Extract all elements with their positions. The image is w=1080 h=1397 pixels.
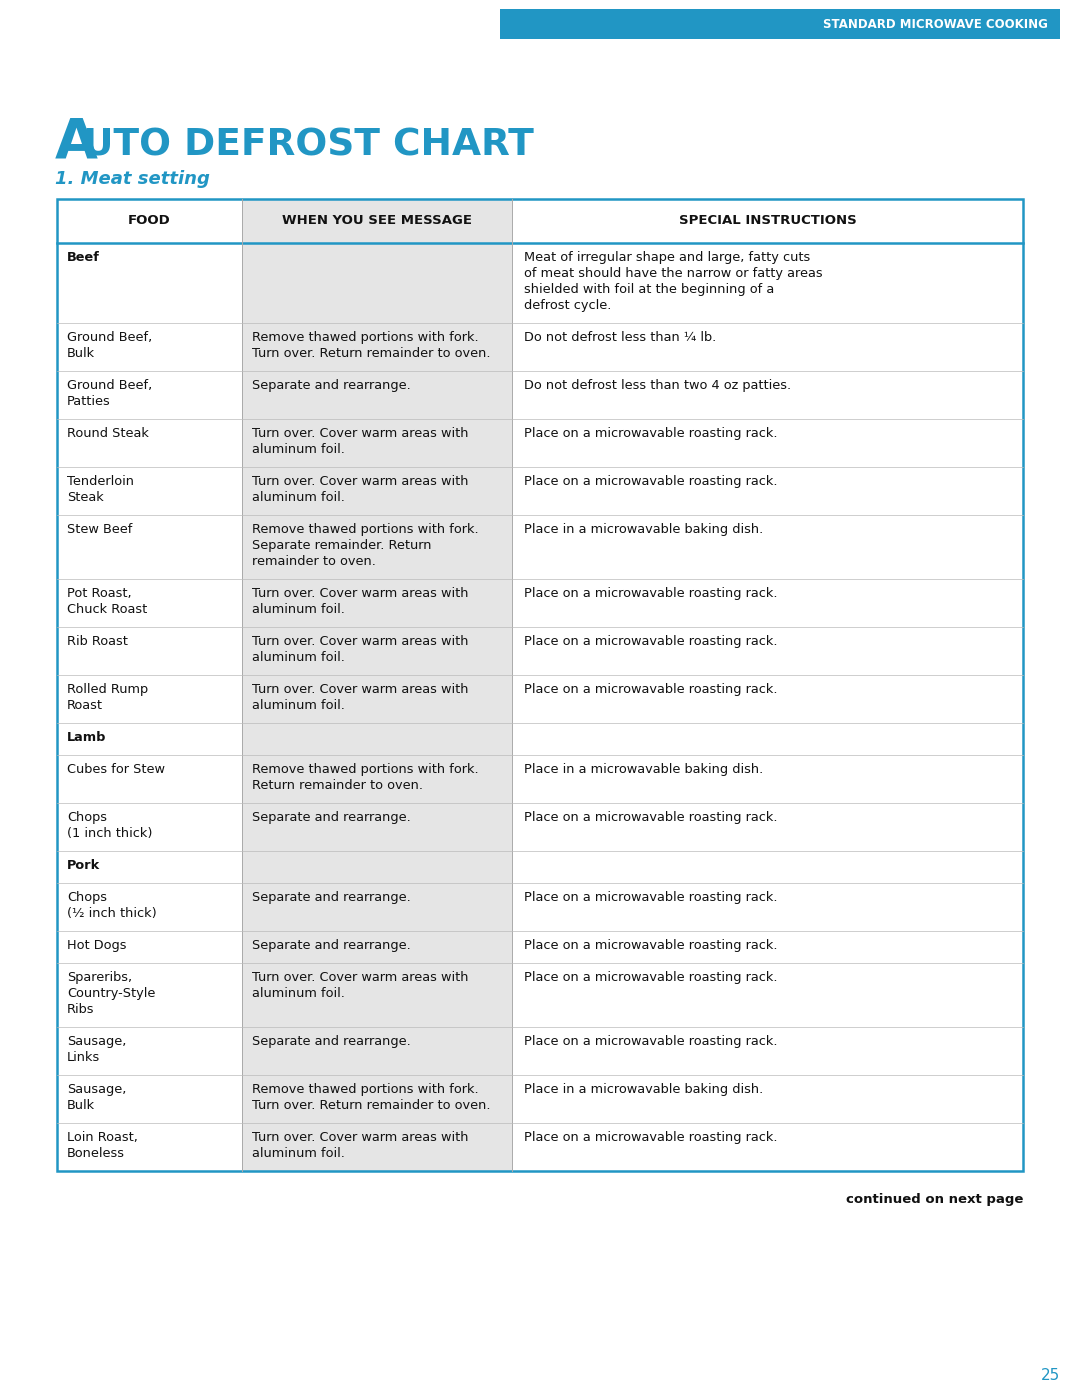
Text: Rolled Rump: Rolled Rump xyxy=(67,683,148,696)
Text: Links: Links xyxy=(67,1051,100,1065)
Text: Boneless: Boneless xyxy=(67,1147,125,1160)
Text: Bulk: Bulk xyxy=(67,1099,95,1112)
Text: WHEN YOU SEE MESSAGE: WHEN YOU SEE MESSAGE xyxy=(282,215,472,228)
Text: Pork: Pork xyxy=(67,859,100,872)
Text: Roast: Roast xyxy=(67,698,103,712)
Text: 1. Meat setting: 1. Meat setting xyxy=(55,170,210,189)
Text: Ribs: Ribs xyxy=(67,1003,95,1016)
Text: Turn over. Cover warm areas with: Turn over. Cover warm areas with xyxy=(252,971,469,983)
Text: Country-Style: Country-Style xyxy=(67,988,156,1000)
Text: Turn over. Cover warm areas with: Turn over. Cover warm areas with xyxy=(252,636,469,648)
Text: Stew Beef: Stew Beef xyxy=(67,522,133,536)
Text: Place on a microwavable roasting rack.: Place on a microwavable roasting rack. xyxy=(524,812,778,824)
Text: Place in a microwavable baking dish.: Place in a microwavable baking dish. xyxy=(524,1083,764,1097)
Text: Beef: Beef xyxy=(67,251,99,264)
Text: Pot Roast,: Pot Roast, xyxy=(67,587,132,599)
Text: Separate and rearrange.: Separate and rearrange. xyxy=(252,891,410,904)
Text: aluminum foil.: aluminum foil. xyxy=(252,604,345,616)
Text: Separate and rearrange.: Separate and rearrange. xyxy=(252,379,410,393)
Text: Sausage,: Sausage, xyxy=(67,1035,126,1048)
Text: Round Steak: Round Steak xyxy=(67,427,149,440)
Text: Do not defrost less than two 4 oz patties.: Do not defrost less than two 4 oz pattie… xyxy=(524,379,792,393)
Text: Chops: Chops xyxy=(67,812,107,824)
Text: Remove thawed portions with fork.: Remove thawed portions with fork. xyxy=(252,1083,478,1097)
Text: Separate remainder. Return: Separate remainder. Return xyxy=(252,539,432,552)
Text: Separate and rearrange.: Separate and rearrange. xyxy=(252,1035,410,1048)
Text: remainder to oven.: remainder to oven. xyxy=(252,555,376,569)
Text: Place on a microwavable roasting rack.: Place on a microwavable roasting rack. xyxy=(524,636,778,648)
Text: of meat should have the narrow or fatty areas: of meat should have the narrow or fatty … xyxy=(524,267,823,279)
Text: continued on next page: continued on next page xyxy=(846,1193,1023,1206)
Text: Place on a microwavable roasting rack.: Place on a microwavable roasting rack. xyxy=(524,939,778,951)
Text: aluminum foil.: aluminum foil. xyxy=(252,1147,345,1160)
Bar xyxy=(500,8,1059,39)
Text: Ground Beef,: Ground Beef, xyxy=(67,379,152,393)
Bar xyxy=(57,198,1023,1171)
Text: Loin Roast,: Loin Roast, xyxy=(67,1132,138,1144)
Text: Turn over. Return remainder to oven.: Turn over. Return remainder to oven. xyxy=(252,346,490,360)
Text: Place on a microwavable roasting rack.: Place on a microwavable roasting rack. xyxy=(524,971,778,983)
Text: aluminum foil.: aluminum foil. xyxy=(252,698,345,712)
Text: 25: 25 xyxy=(1040,1368,1059,1383)
Text: STANDARD MICROWAVE COOKING: STANDARD MICROWAVE COOKING xyxy=(823,18,1048,31)
Text: Remove thawed portions with fork.: Remove thawed portions with fork. xyxy=(252,522,478,536)
Text: A: A xyxy=(55,115,98,169)
Text: Separate and rearrange.: Separate and rearrange. xyxy=(252,939,410,951)
Text: aluminum foil.: aluminum foil. xyxy=(252,651,345,664)
Text: (1 inch thick): (1 inch thick) xyxy=(67,827,152,840)
Text: Spareribs,: Spareribs, xyxy=(67,971,132,983)
Text: Place on a microwavable roasting rack.: Place on a microwavable roasting rack. xyxy=(524,891,778,904)
Text: Lamb: Lamb xyxy=(67,731,106,745)
Text: Steak: Steak xyxy=(67,490,104,504)
Text: Place in a microwavable baking dish.: Place in a microwavable baking dish. xyxy=(524,522,764,536)
Text: Hot Dogs: Hot Dogs xyxy=(67,939,126,951)
Text: Sausage,: Sausage, xyxy=(67,1083,126,1097)
Text: Turn over. Cover warm areas with: Turn over. Cover warm areas with xyxy=(252,475,469,488)
Text: SPECIAL INSTRUCTIONS: SPECIAL INSTRUCTIONS xyxy=(678,215,856,228)
Text: Turn over. Cover warm areas with: Turn over. Cover warm areas with xyxy=(252,587,469,599)
Text: aluminum foil.: aluminum foil. xyxy=(252,490,345,504)
Text: Place in a microwavable baking dish.: Place in a microwavable baking dish. xyxy=(524,763,764,775)
Text: Meat of irregular shape and large, fatty cuts: Meat of irregular shape and large, fatty… xyxy=(524,251,810,264)
Text: Place on a microwavable roasting rack.: Place on a microwavable roasting rack. xyxy=(524,475,778,488)
Text: Ground Beef,: Ground Beef, xyxy=(67,331,152,344)
Text: Remove thawed portions with fork.: Remove thawed portions with fork. xyxy=(252,331,478,344)
Text: (½ inch thick): (½ inch thick) xyxy=(67,907,157,921)
Text: defrost cycle.: defrost cycle. xyxy=(524,299,611,312)
Text: Place on a microwavable roasting rack.: Place on a microwavable roasting rack. xyxy=(524,587,778,599)
Text: Turn over. Return remainder to oven.: Turn over. Return remainder to oven. xyxy=(252,1099,490,1112)
Text: Return remainder to oven.: Return remainder to oven. xyxy=(252,780,423,792)
Text: UTO DEFROST CHART: UTO DEFROST CHART xyxy=(83,127,534,163)
Text: Place on a microwavable roasting rack.: Place on a microwavable roasting rack. xyxy=(524,1035,778,1048)
Text: Rib Roast: Rib Roast xyxy=(67,636,127,648)
Text: Chuck Roast: Chuck Roast xyxy=(67,604,147,616)
Text: Do not defrost less than ¼ lb.: Do not defrost less than ¼ lb. xyxy=(524,331,716,344)
Text: Turn over. Cover warm areas with: Turn over. Cover warm areas with xyxy=(252,427,469,440)
Text: Separate and rearrange.: Separate and rearrange. xyxy=(252,812,410,824)
Text: Patties: Patties xyxy=(67,395,111,408)
Text: Chops: Chops xyxy=(67,891,107,904)
Text: Place on a microwavable roasting rack.: Place on a microwavable roasting rack. xyxy=(524,1132,778,1144)
Text: Cubes for Stew: Cubes for Stew xyxy=(67,763,165,775)
Text: Place on a microwavable roasting rack.: Place on a microwavable roasting rack. xyxy=(524,427,778,440)
Text: Turn over. Cover warm areas with: Turn over. Cover warm areas with xyxy=(252,683,469,696)
Text: Place on a microwavable roasting rack.: Place on a microwavable roasting rack. xyxy=(524,683,778,696)
Text: shielded with foil at the beginning of a: shielded with foil at the beginning of a xyxy=(524,284,774,296)
Text: Bulk: Bulk xyxy=(67,346,95,360)
Text: Tenderloin: Tenderloin xyxy=(67,475,134,488)
Text: Remove thawed portions with fork.: Remove thawed portions with fork. xyxy=(252,763,478,775)
Text: aluminum foil.: aluminum foil. xyxy=(252,443,345,455)
Text: aluminum foil.: aluminum foil. xyxy=(252,988,345,1000)
Text: FOOD: FOOD xyxy=(129,215,171,228)
Bar xyxy=(242,198,512,1171)
Text: Turn over. Cover warm areas with: Turn over. Cover warm areas with xyxy=(252,1132,469,1144)
